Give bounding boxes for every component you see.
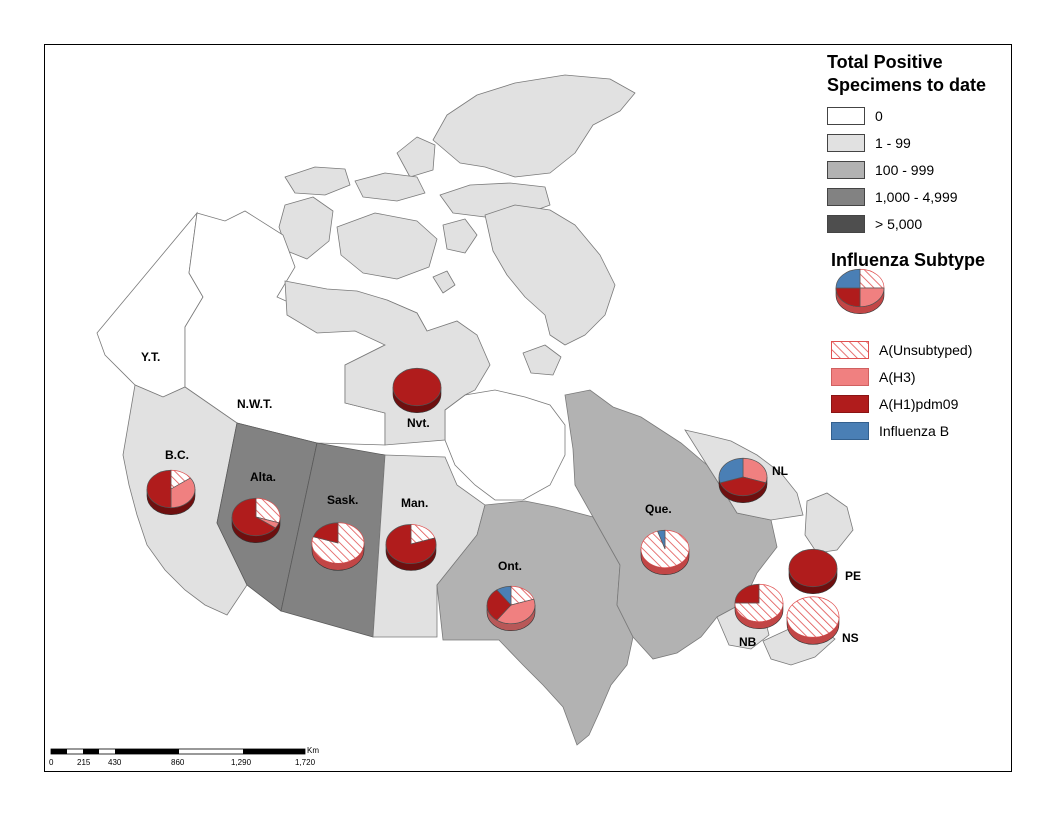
pie-slice-ont-b bbox=[496, 585, 512, 606]
pie-slice-man-h1 bbox=[385, 524, 437, 564]
scale-tick-1720: 1,720 bbox=[295, 758, 316, 767]
pie-slice-alta-h1 bbox=[231, 497, 276, 537]
province-label-man: Man. bbox=[401, 496, 429, 510]
pie-slice-bc-h3 bbox=[170, 477, 196, 509]
pie-slice-pe-h1 bbox=[788, 548, 838, 588]
scale-tick-0: 0 bbox=[49, 758, 54, 767]
legend-label-1-99: 1 - 99 bbox=[875, 135, 911, 151]
scale-tick-860: 860 bbox=[171, 758, 185, 767]
legend-swatch-1-99 bbox=[827, 134, 865, 152]
pie-alta bbox=[231, 497, 281, 543]
pie-nvt bbox=[392, 367, 442, 413]
pie-slice-legend-h1 bbox=[835, 287, 861, 308]
province-label-alta: Alta. bbox=[250, 470, 277, 484]
axel-heiberg-island bbox=[396, 136, 436, 178]
arctic-islands bbox=[278, 74, 636, 376]
canada-map bbox=[50, 74, 885, 755]
pie-que bbox=[640, 529, 690, 575]
province-nl-island bbox=[804, 492, 854, 554]
legend-label-100-999: 100 - 999 bbox=[875, 162, 935, 178]
legend-swatch-100-999 bbox=[827, 161, 865, 179]
legend-swatch-influenza-b bbox=[831, 422, 869, 440]
legend-title-total-line2: Specimens to date bbox=[827, 75, 987, 95]
legend-label-5000-plus: > 5,000 bbox=[875, 216, 923, 232]
ellesmere-island bbox=[432, 74, 636, 178]
legend-label-influenza-b: Influenza B bbox=[879, 423, 950, 439]
banks-island bbox=[278, 196, 334, 260]
baffin-island bbox=[484, 204, 616, 346]
legend-label-h3: A(H3) bbox=[879, 369, 916, 385]
province-label-ont: Ont. bbox=[498, 559, 522, 573]
pie-ont bbox=[486, 585, 536, 631]
pie-nb bbox=[734, 583, 784, 629]
province-label-sask: Sask. bbox=[327, 493, 359, 507]
pie-slice-nl-b bbox=[718, 457, 744, 484]
pie-slice-alta-unsub bbox=[255, 497, 281, 524]
scale-tick-1290: 1,290 bbox=[231, 758, 252, 767]
legend-swatch-h3 bbox=[831, 368, 869, 386]
pie-slice-sask-h1 bbox=[312, 522, 339, 544]
legend-swatch-unsubtyped bbox=[831, 341, 869, 359]
province-label-nl: NL bbox=[772, 464, 788, 478]
legend-label-unsubtyped: A(Unsubtyped) bbox=[879, 342, 973, 358]
legend-swatch-5000-plus bbox=[827, 215, 865, 233]
legend-swatch-1000-4999 bbox=[827, 188, 865, 206]
province-nvt bbox=[284, 280, 491, 446]
pie-nl bbox=[718, 457, 768, 503]
pie-slice-bc-h1 bbox=[146, 469, 172, 509]
legend-label-0: 0 bbox=[875, 108, 883, 124]
province-label-yt: Y.T. bbox=[141, 350, 161, 364]
map-frame: Total Positive Specimens to date 0 1 - 9… bbox=[44, 44, 1012, 772]
legend-swatch-h1pdm09 bbox=[831, 395, 869, 413]
scale-tick-215: 215 bbox=[77, 758, 91, 767]
pie-slice-legend-h3 bbox=[859, 287, 885, 308]
province-label-nb: NB bbox=[739, 635, 757, 649]
pie-pe bbox=[788, 548, 838, 594]
legend-title-subtype: Influenza Subtype bbox=[831, 250, 986, 270]
pie-slice-nb-h1 bbox=[734, 583, 760, 604]
scale-tick-430: 430 bbox=[108, 758, 122, 767]
pie-slice-legend-b bbox=[835, 268, 861, 289]
province-label-ns: NS bbox=[842, 631, 859, 645]
pie-slice-nl-h3 bbox=[742, 457, 768, 484]
province-label-pe: PE bbox=[845, 569, 862, 583]
legend-label-h1pdm09: A(H1)pdm09 bbox=[879, 396, 959, 412]
hudson-bay bbox=[444, 389, 566, 501]
king-william-island bbox=[432, 270, 456, 294]
pie-slice-ont-h3 bbox=[496, 598, 536, 625]
victoria-island bbox=[336, 212, 438, 280]
southampton-island bbox=[522, 344, 562, 376]
somerset-island bbox=[442, 218, 478, 254]
pie-legend bbox=[835, 268, 885, 314]
pie-slice-nb-unsub bbox=[734, 583, 784, 623]
scale-unit: Km bbox=[307, 746, 319, 755]
province-label-bc: B.C. bbox=[165, 448, 189, 462]
pie-slice-ns-unsub bbox=[786, 596, 840, 638]
parry-islands-1 bbox=[284, 166, 351, 196]
legend-swatch-0 bbox=[827, 107, 865, 125]
pie-slice-ont-h1 bbox=[486, 589, 512, 621]
pie-bc bbox=[146, 469, 196, 515]
pie-chart-layer bbox=[146, 268, 885, 645]
legend-label-1000-4999: 1,000 - 4,999 bbox=[875, 189, 958, 205]
pie-slice-que-b bbox=[657, 529, 666, 550]
parry-islands-2 bbox=[354, 172, 426, 202]
pie-slice-nvt-h1 bbox=[392, 367, 442, 407]
pie-slice-nl-h1 bbox=[719, 476, 767, 497]
pie-slice-legend-unsub bbox=[859, 268, 885, 289]
pie-ns bbox=[786, 596, 840, 645]
pie-slice-sask-unsub bbox=[311, 522, 365, 564]
province-label-nwt: N.W.T. bbox=[237, 397, 273, 411]
scale-bar bbox=[50, 748, 306, 755]
province-label-que: Que. bbox=[645, 502, 672, 516]
legend-title-total-line1: Total Positive bbox=[827, 52, 943, 72]
pie-man bbox=[385, 524, 437, 571]
province-label-nvt: Nvt. bbox=[407, 416, 430, 430]
pie-sask bbox=[311, 522, 365, 571]
